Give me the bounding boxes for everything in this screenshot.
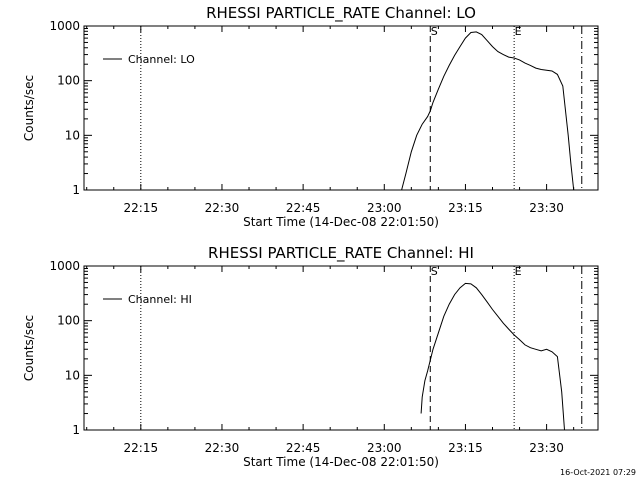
chart-0-x-tick-label: 23:00 — [367, 201, 402, 215]
chart-1-y-tick-label: 1000 — [49, 259, 80, 273]
chart-0-y-axis-label: Counts/sec — [22, 75, 36, 141]
chart-1-marker-label: S — [431, 265, 438, 278]
chart-panel-lo: RHESSI PARTICLE_RATE Channel: LO 1 10 100 10… — [22, 4, 599, 229]
chart-1-x-tick-label: 22:15 — [124, 441, 159, 455]
chart-0-title: RHESSI PARTICLE_RATE Channel: LO — [206, 4, 476, 23]
chart-1-marker-label: E — [515, 265, 522, 278]
chart-0-x-tick-label: 22:15 — [124, 201, 159, 215]
chart-1-y-tick-label: 1 — [72, 423, 80, 437]
chart-0-x-tick-label: 23:30 — [529, 201, 564, 215]
footer-timestamp: 16-Oct-2021 07:29 — [560, 468, 636, 477]
chart-1-legend-label: Channel: HI — [128, 293, 192, 306]
chart-1-series-line — [420, 282, 565, 431]
chart-0-x-tick-label: 23:15 — [448, 201, 483, 215]
chart-1-x-tick-label: 23:15 — [448, 441, 483, 455]
chart-0-legend-label: Channel: LO — [128, 53, 195, 66]
chart-0-x-tick-label: 22:45 — [286, 201, 321, 215]
chart-0-y-tick-label: 100 — [57, 74, 80, 88]
chart-1-title: RHESSI PARTICLE_RATE Channel: HI — [208, 244, 474, 263]
chart-0-x-tick-label: 22:30 — [205, 201, 240, 215]
chart-0-series-line — [401, 31, 575, 191]
chart-1-x-axis-label: Start Time (14-Dec-08 22:01:50) — [243, 455, 439, 469]
chart-1-x-tick-label: 22:45 — [286, 441, 321, 455]
chart-0-marker-label: E — [515, 25, 522, 38]
chart-1-x-tick-label: 23:00 — [367, 441, 402, 455]
chart-0-y-tick-label: 1000 — [49, 19, 80, 33]
chart-0-x-axis-label: Start Time (14-Dec-08 22:01:50) — [243, 215, 439, 229]
chart-1-plot-frame — [83, 265, 599, 431]
chart-1-y-tick-label: 100 — [57, 314, 80, 328]
chart-1-y-tick-label: 10 — [65, 368, 80, 382]
chart-1-x-tick-label: 22:30 — [205, 441, 240, 455]
chart-0-plot-frame — [83, 25, 599, 191]
chart-1-x-tick-label: 23:30 — [529, 441, 564, 455]
chart-panel-hi: RHESSI PARTICLE_RATE Channel: HI 1 10 100 10… — [22, 244, 599, 469]
chart-0-y-tick-label: 10 — [65, 128, 80, 142]
chart-0-y-tick-label: 1 — [72, 183, 80, 197]
chart-0-marker-label: S — [431, 25, 438, 38]
chart-1-y-axis-label: Counts/sec — [22, 315, 36, 381]
